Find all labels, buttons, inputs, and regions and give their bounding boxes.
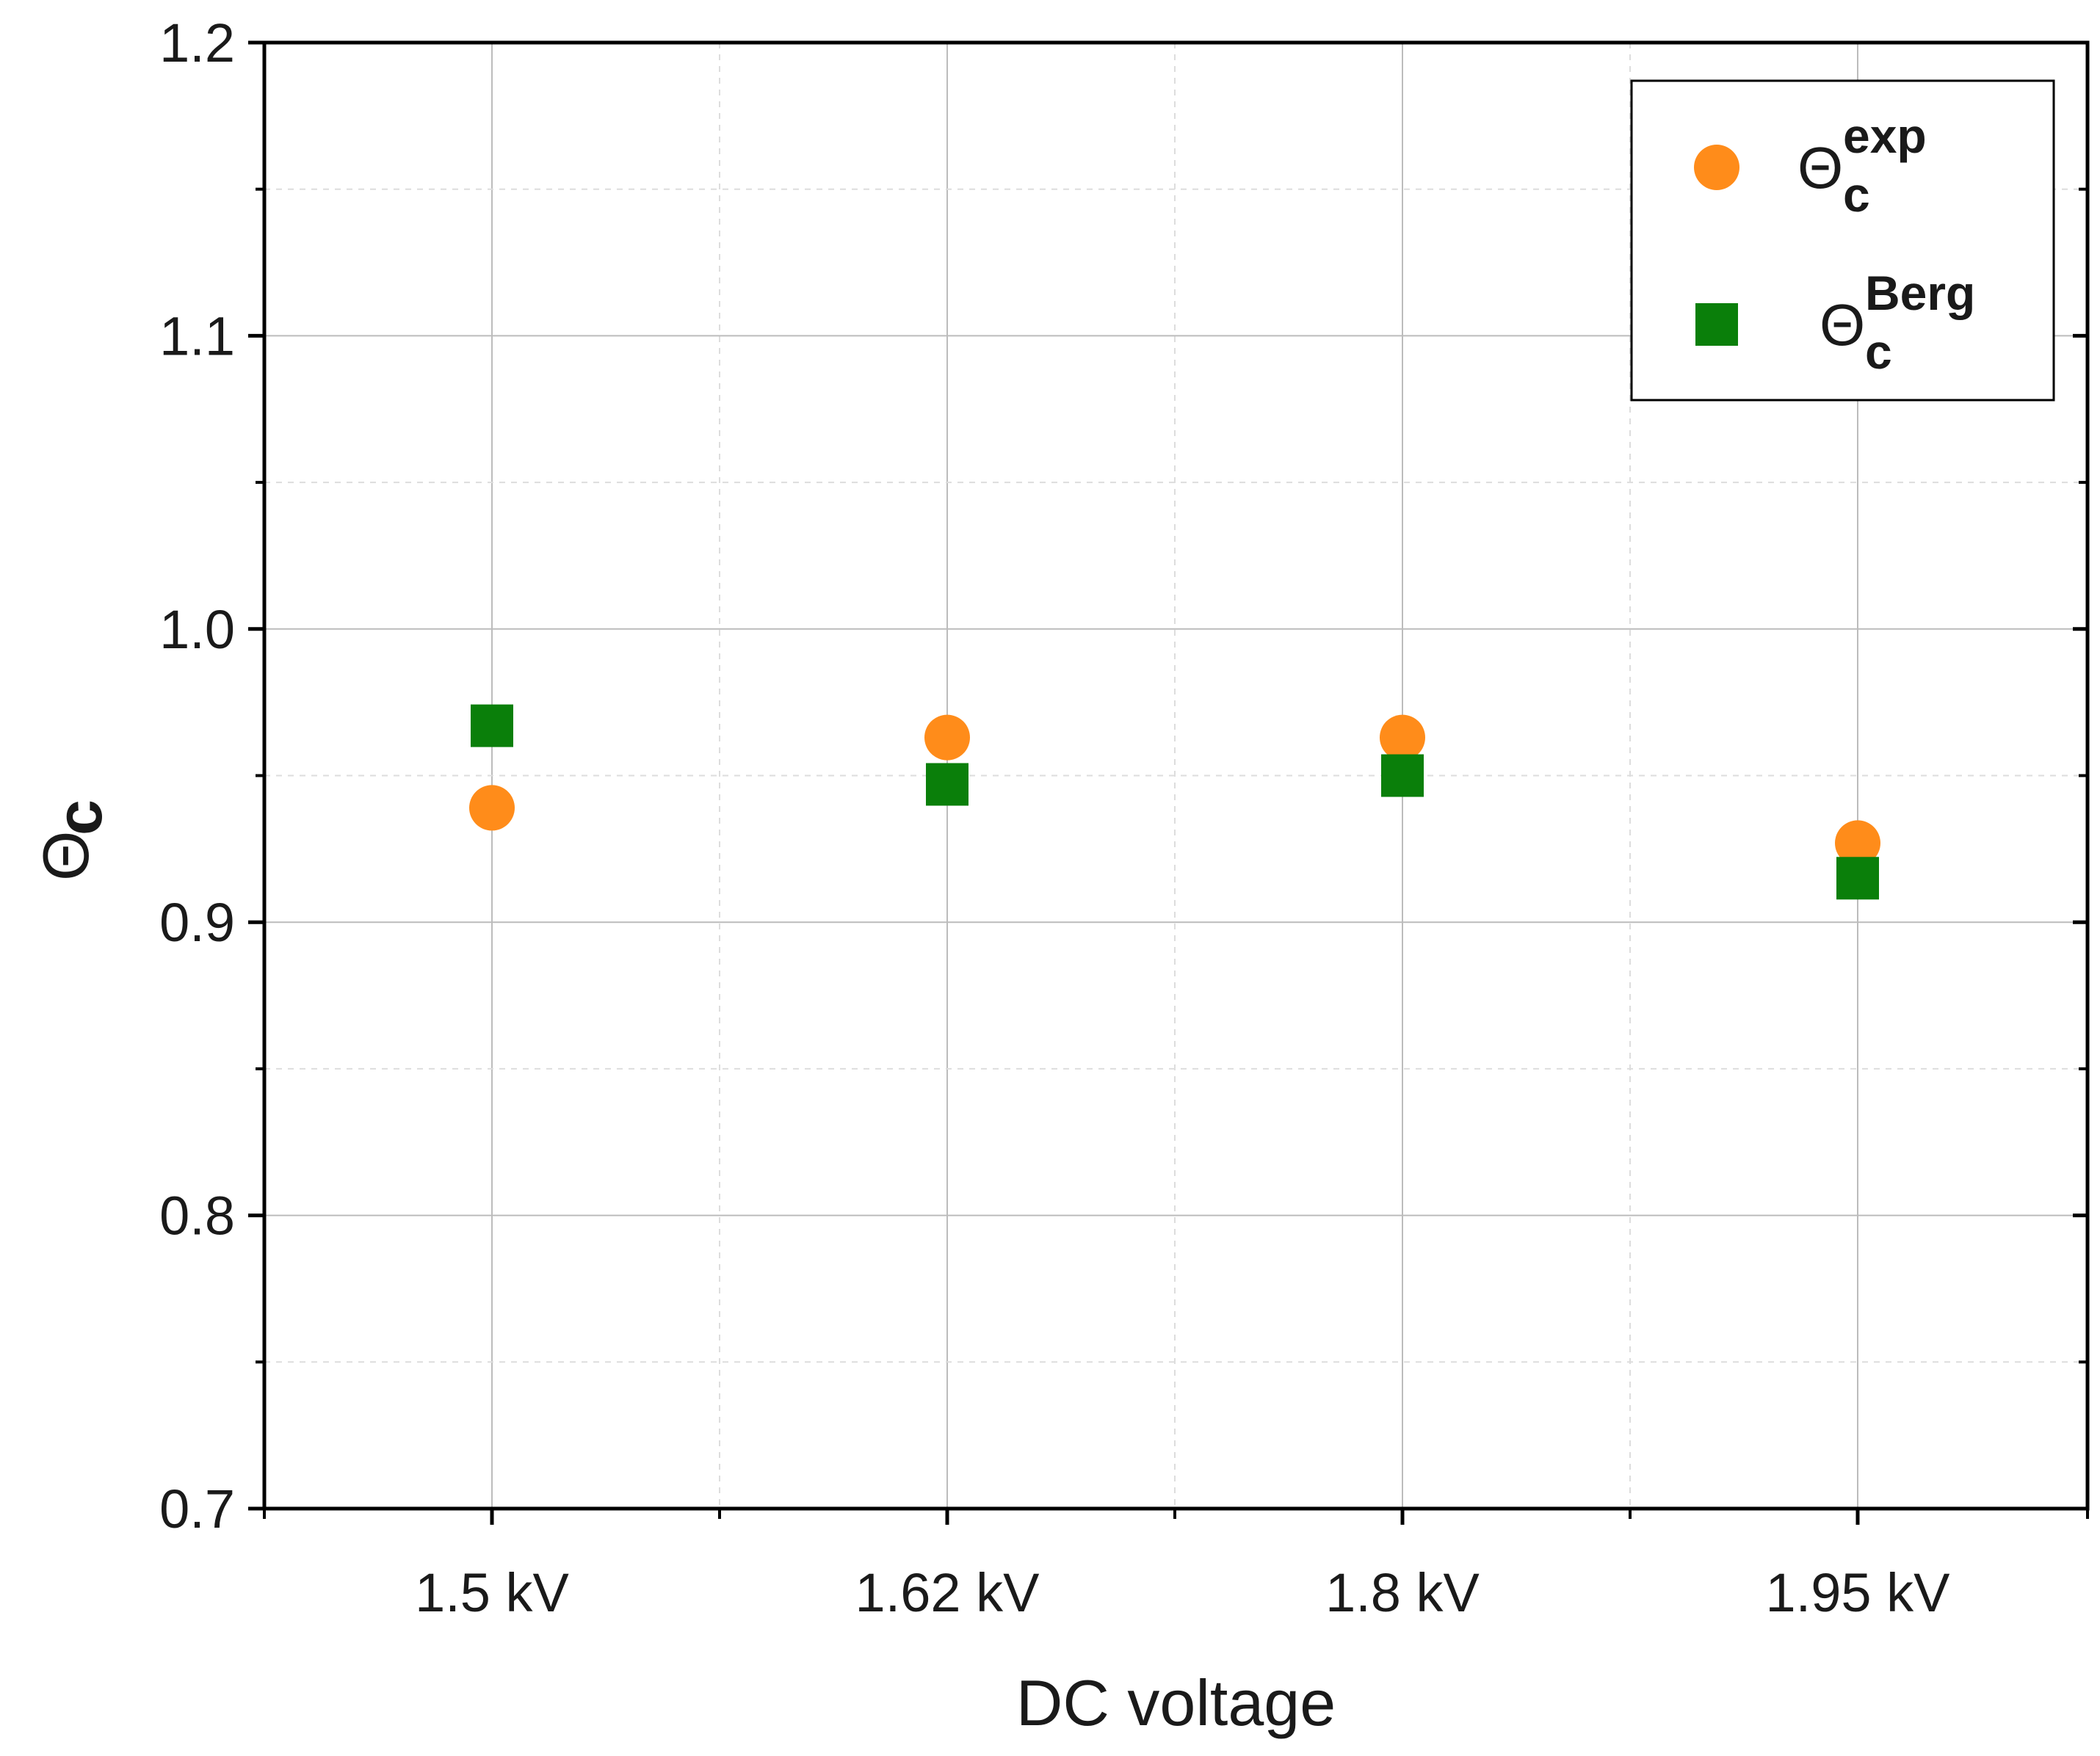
legend-superscript: Berg [1865, 266, 1975, 320]
x-tick-label: 1.62 kV [855, 1562, 1040, 1623]
x-tick-label: 1.95 kV [1766, 1562, 1951, 1623]
legend-subscript: c [1843, 167, 1870, 222]
data-point-exp [1835, 820, 1880, 866]
tick-labels: 0.7 0.8 0.9 1.0 1.1 1.2 1.5 kV 1.62 kV 1.8 kV 1.9… [159, 12, 1950, 1623]
data-point-berg [1836, 857, 1879, 900]
data-point-berg [471, 704, 513, 747]
legend-marker-square [1695, 303, 1738, 346]
data-points [469, 704, 1880, 900]
data-point-berg [926, 763, 968, 806]
y-tick-label: 1.2 [159, 12, 235, 73]
y-tick-label: 0.8 [159, 1186, 235, 1247]
legend-subscript: c [1865, 324, 1892, 379]
y-tick-label: 1.0 [159, 599, 235, 660]
data-point-berg [1381, 754, 1424, 797]
data-point-exp [924, 714, 970, 761]
data-point-exp [1380, 714, 1425, 761]
data-point-exp [469, 785, 515, 831]
legend-theta-symbol: Θ [1820, 292, 1865, 358]
x-tick-label: 1.5 kV [415, 1562, 569, 1623]
legend-box [1630, 79, 2055, 402]
y-axis-symbol: Θ [29, 831, 102, 881]
x-axis-title: DC voltage [1016, 1666, 1336, 1739]
legend-theta-symbol: Θ [1797, 135, 1843, 200]
y-axis-title: Θ c [29, 799, 115, 881]
y-tick-label: 1.1 [159, 305, 235, 366]
y-tick-label: 0.9 [159, 892, 235, 953]
y-tick-label: 0.7 [159, 1479, 235, 1539]
plot-frame [262, 40, 2090, 1511]
y-axis-subscript: c [43, 799, 115, 835]
legend-superscript: exp [1843, 109, 1927, 163]
legend-marker-circle [1694, 145, 1739, 190]
x-tick-label: 1.8 kV [1325, 1562, 1480, 1623]
